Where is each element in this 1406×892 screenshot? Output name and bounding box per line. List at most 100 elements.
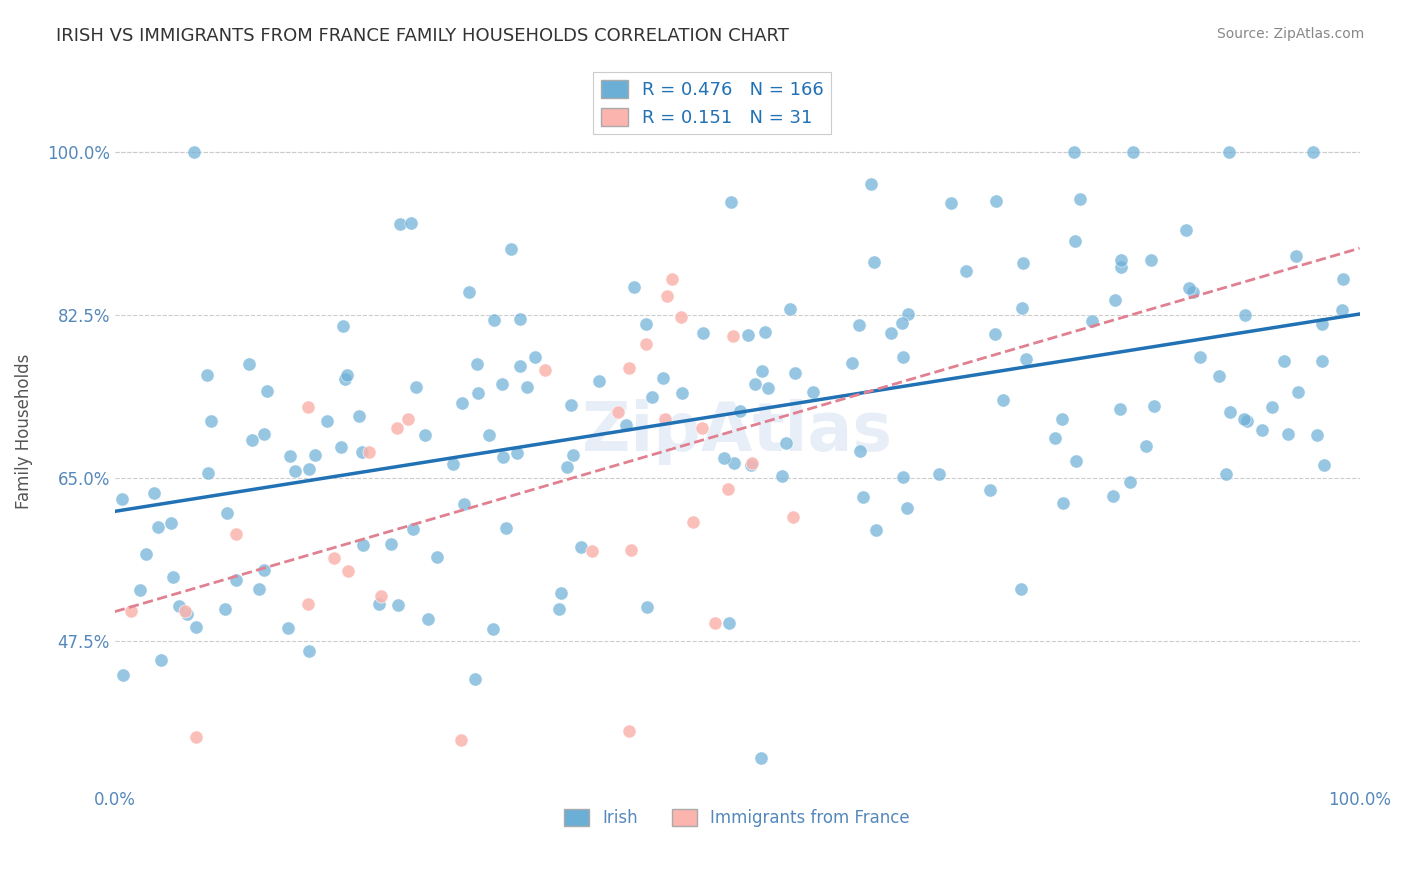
Point: [1215, 467, 1237, 481]
Point: [1050, 411, 1073, 425]
Point: [862, 255, 884, 269]
Point: [1188, 350, 1211, 364]
Point: [1069, 192, 1091, 206]
Point: [1234, 308, 1257, 322]
Point: [174, 604, 197, 618]
Point: [651, 371, 673, 385]
Point: [891, 469, 914, 483]
Point: [865, 524, 887, 538]
Point: [1277, 427, 1299, 442]
Point: [1251, 423, 1274, 437]
Point: [160, 516, 183, 530]
Point: [661, 272, 683, 286]
Point: [506, 445, 529, 459]
Point: [167, 599, 190, 614]
Point: [195, 368, 218, 382]
Point: [1178, 281, 1201, 295]
Point: [418, 612, 440, 626]
Point: [756, 381, 779, 395]
Point: [332, 318, 354, 333]
Point: [655, 289, 678, 303]
Point: [849, 443, 872, 458]
Point: [620, 543, 643, 558]
Point: [112, 668, 135, 682]
Point: [499, 243, 522, 257]
Point: [1218, 145, 1240, 159]
Point: [1175, 223, 1198, 237]
Point: [1135, 439, 1157, 453]
Point: [897, 308, 920, 322]
Point: [214, 602, 236, 616]
Point: [1208, 369, 1230, 384]
Point: [557, 459, 579, 474]
Point: [979, 483, 1001, 497]
Point: [841, 356, 863, 370]
Point: [304, 448, 326, 462]
Point: [1109, 253, 1132, 268]
Point: [770, 469, 793, 483]
Point: [482, 313, 505, 327]
Point: [322, 550, 344, 565]
Point: [654, 412, 676, 426]
Point: [1064, 454, 1087, 468]
Point: [641, 390, 664, 404]
Point: [1012, 256, 1035, 270]
Text: Source: ZipAtlas.com: Source: ZipAtlas.com: [1216, 27, 1364, 41]
Point: [359, 445, 381, 459]
Point: [754, 325, 776, 339]
Point: [617, 724, 640, 739]
Point: [623, 279, 645, 293]
Point: [744, 377, 766, 392]
Point: [891, 350, 914, 364]
Point: [149, 653, 172, 667]
Point: [247, 582, 270, 597]
Point: [197, 466, 219, 480]
Point: [368, 597, 391, 611]
Point: [692, 326, 714, 341]
Point: [588, 374, 610, 388]
Point: [495, 520, 517, 534]
Point: [200, 414, 222, 428]
Point: [347, 409, 370, 423]
Point: [1233, 411, 1256, 425]
Point: [284, 464, 307, 478]
Point: [183, 145, 205, 159]
Point: [399, 216, 422, 230]
Point: [720, 194, 742, 209]
Point: [721, 328, 744, 343]
Point: [782, 510, 804, 524]
Point: [1330, 302, 1353, 317]
Point: [1286, 385, 1309, 400]
Point: [398, 412, 420, 426]
Point: [730, 404, 752, 418]
Point: [450, 395, 472, 409]
Point: [277, 621, 299, 635]
Point: [316, 414, 339, 428]
Point: [387, 421, 409, 435]
Point: [1181, 285, 1204, 299]
Point: [1104, 293, 1126, 307]
Point: [713, 450, 735, 465]
Point: [692, 421, 714, 435]
Point: [491, 377, 513, 392]
Point: [337, 564, 360, 578]
Point: [330, 440, 353, 454]
Point: [256, 384, 278, 399]
Point: [607, 405, 630, 419]
Point: [458, 285, 481, 299]
Point: [636, 336, 658, 351]
Point: [516, 380, 538, 394]
Point: [388, 217, 411, 231]
Point: [225, 526, 247, 541]
Y-axis label: Family Households: Family Households: [15, 354, 32, 509]
Point: [492, 450, 515, 464]
Point: [1015, 351, 1038, 366]
Point: [450, 733, 472, 747]
Point: [1063, 234, 1085, 248]
Point: [704, 616, 727, 631]
Point: [718, 615, 741, 630]
Point: [1313, 458, 1336, 472]
Point: [524, 350, 547, 364]
Point: [453, 497, 475, 511]
Point: [581, 543, 603, 558]
